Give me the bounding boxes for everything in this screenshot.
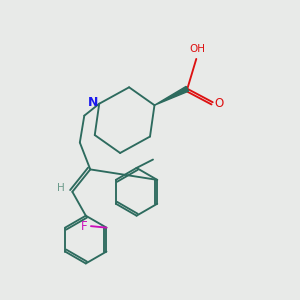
Text: N: N bbox=[88, 96, 98, 109]
Text: H: H bbox=[57, 183, 65, 193]
Polygon shape bbox=[154, 86, 188, 105]
Text: O: O bbox=[214, 97, 223, 110]
Text: F: F bbox=[81, 220, 88, 232]
Text: OH: OH bbox=[190, 44, 206, 53]
